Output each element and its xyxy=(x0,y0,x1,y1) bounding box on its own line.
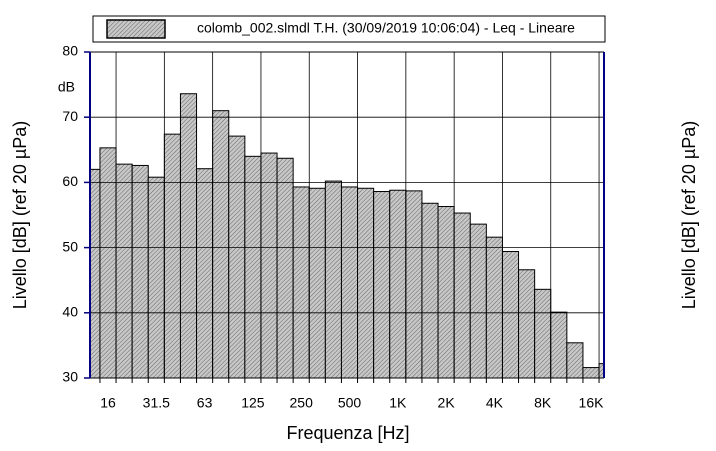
x-tick-label: 31.5 xyxy=(143,395,170,411)
y-tick-label: 70 xyxy=(62,108,78,124)
bar xyxy=(501,251,520,378)
bar xyxy=(196,168,214,378)
bar xyxy=(389,189,407,378)
bar xyxy=(357,187,375,378)
y-tick-label: 50 xyxy=(62,238,78,254)
bar xyxy=(292,186,310,378)
bar xyxy=(228,135,246,378)
x-tick-label: 4K xyxy=(486,395,504,411)
bar xyxy=(340,186,359,378)
bar xyxy=(324,180,342,378)
y-unit: dB xyxy=(58,79,75,95)
x-axis-label: Frequenza [Hz] xyxy=(286,423,409,443)
x-tick-label: 16 xyxy=(100,395,116,411)
bar xyxy=(405,190,423,378)
x-tick-label: 63 xyxy=(197,395,213,411)
bar xyxy=(260,152,278,378)
bar xyxy=(163,133,181,378)
bar xyxy=(582,367,600,378)
bar xyxy=(90,168,101,378)
y-tick-label: 40 xyxy=(62,304,78,320)
x-tick-label: 8K xyxy=(534,395,552,411)
y2-axis-label: Livello [dB] (ref 20 µPa) xyxy=(679,121,699,309)
x-tick-label: 16K xyxy=(579,395,605,411)
x-tick-label: 2K xyxy=(438,395,456,411)
plot-area xyxy=(90,93,604,378)
bar xyxy=(179,93,198,378)
bar xyxy=(131,164,149,378)
bar xyxy=(550,311,568,378)
bar xyxy=(244,155,262,378)
bar xyxy=(147,176,165,378)
bar xyxy=(212,110,230,378)
x-tick-label: 500 xyxy=(338,395,362,411)
bar xyxy=(437,206,455,378)
x-tick-label: 250 xyxy=(290,395,314,411)
legend-swatch xyxy=(106,19,166,39)
bar xyxy=(421,202,439,378)
bar xyxy=(485,236,503,378)
bar xyxy=(518,269,536,378)
legend-box xyxy=(92,15,606,43)
y-tick-label: 80 xyxy=(62,43,78,59)
bar xyxy=(598,363,604,378)
bar xyxy=(115,163,133,378)
bar xyxy=(534,288,552,378)
y-tick-label: 30 xyxy=(62,369,78,385)
bar xyxy=(373,191,391,378)
bar xyxy=(566,342,584,378)
x-tick-label: 1K xyxy=(389,395,407,411)
y-axis-label: Livello [dB] (ref 20 µPa) xyxy=(10,121,30,309)
y-tick-label: 60 xyxy=(62,173,78,189)
bar xyxy=(308,187,326,378)
bar xyxy=(276,157,294,378)
legend-label: colomb_002.slmdl T.H. (30/09/2019 10:06:… xyxy=(197,20,575,36)
bar xyxy=(453,212,471,378)
x-tick-label: 125 xyxy=(241,395,265,411)
